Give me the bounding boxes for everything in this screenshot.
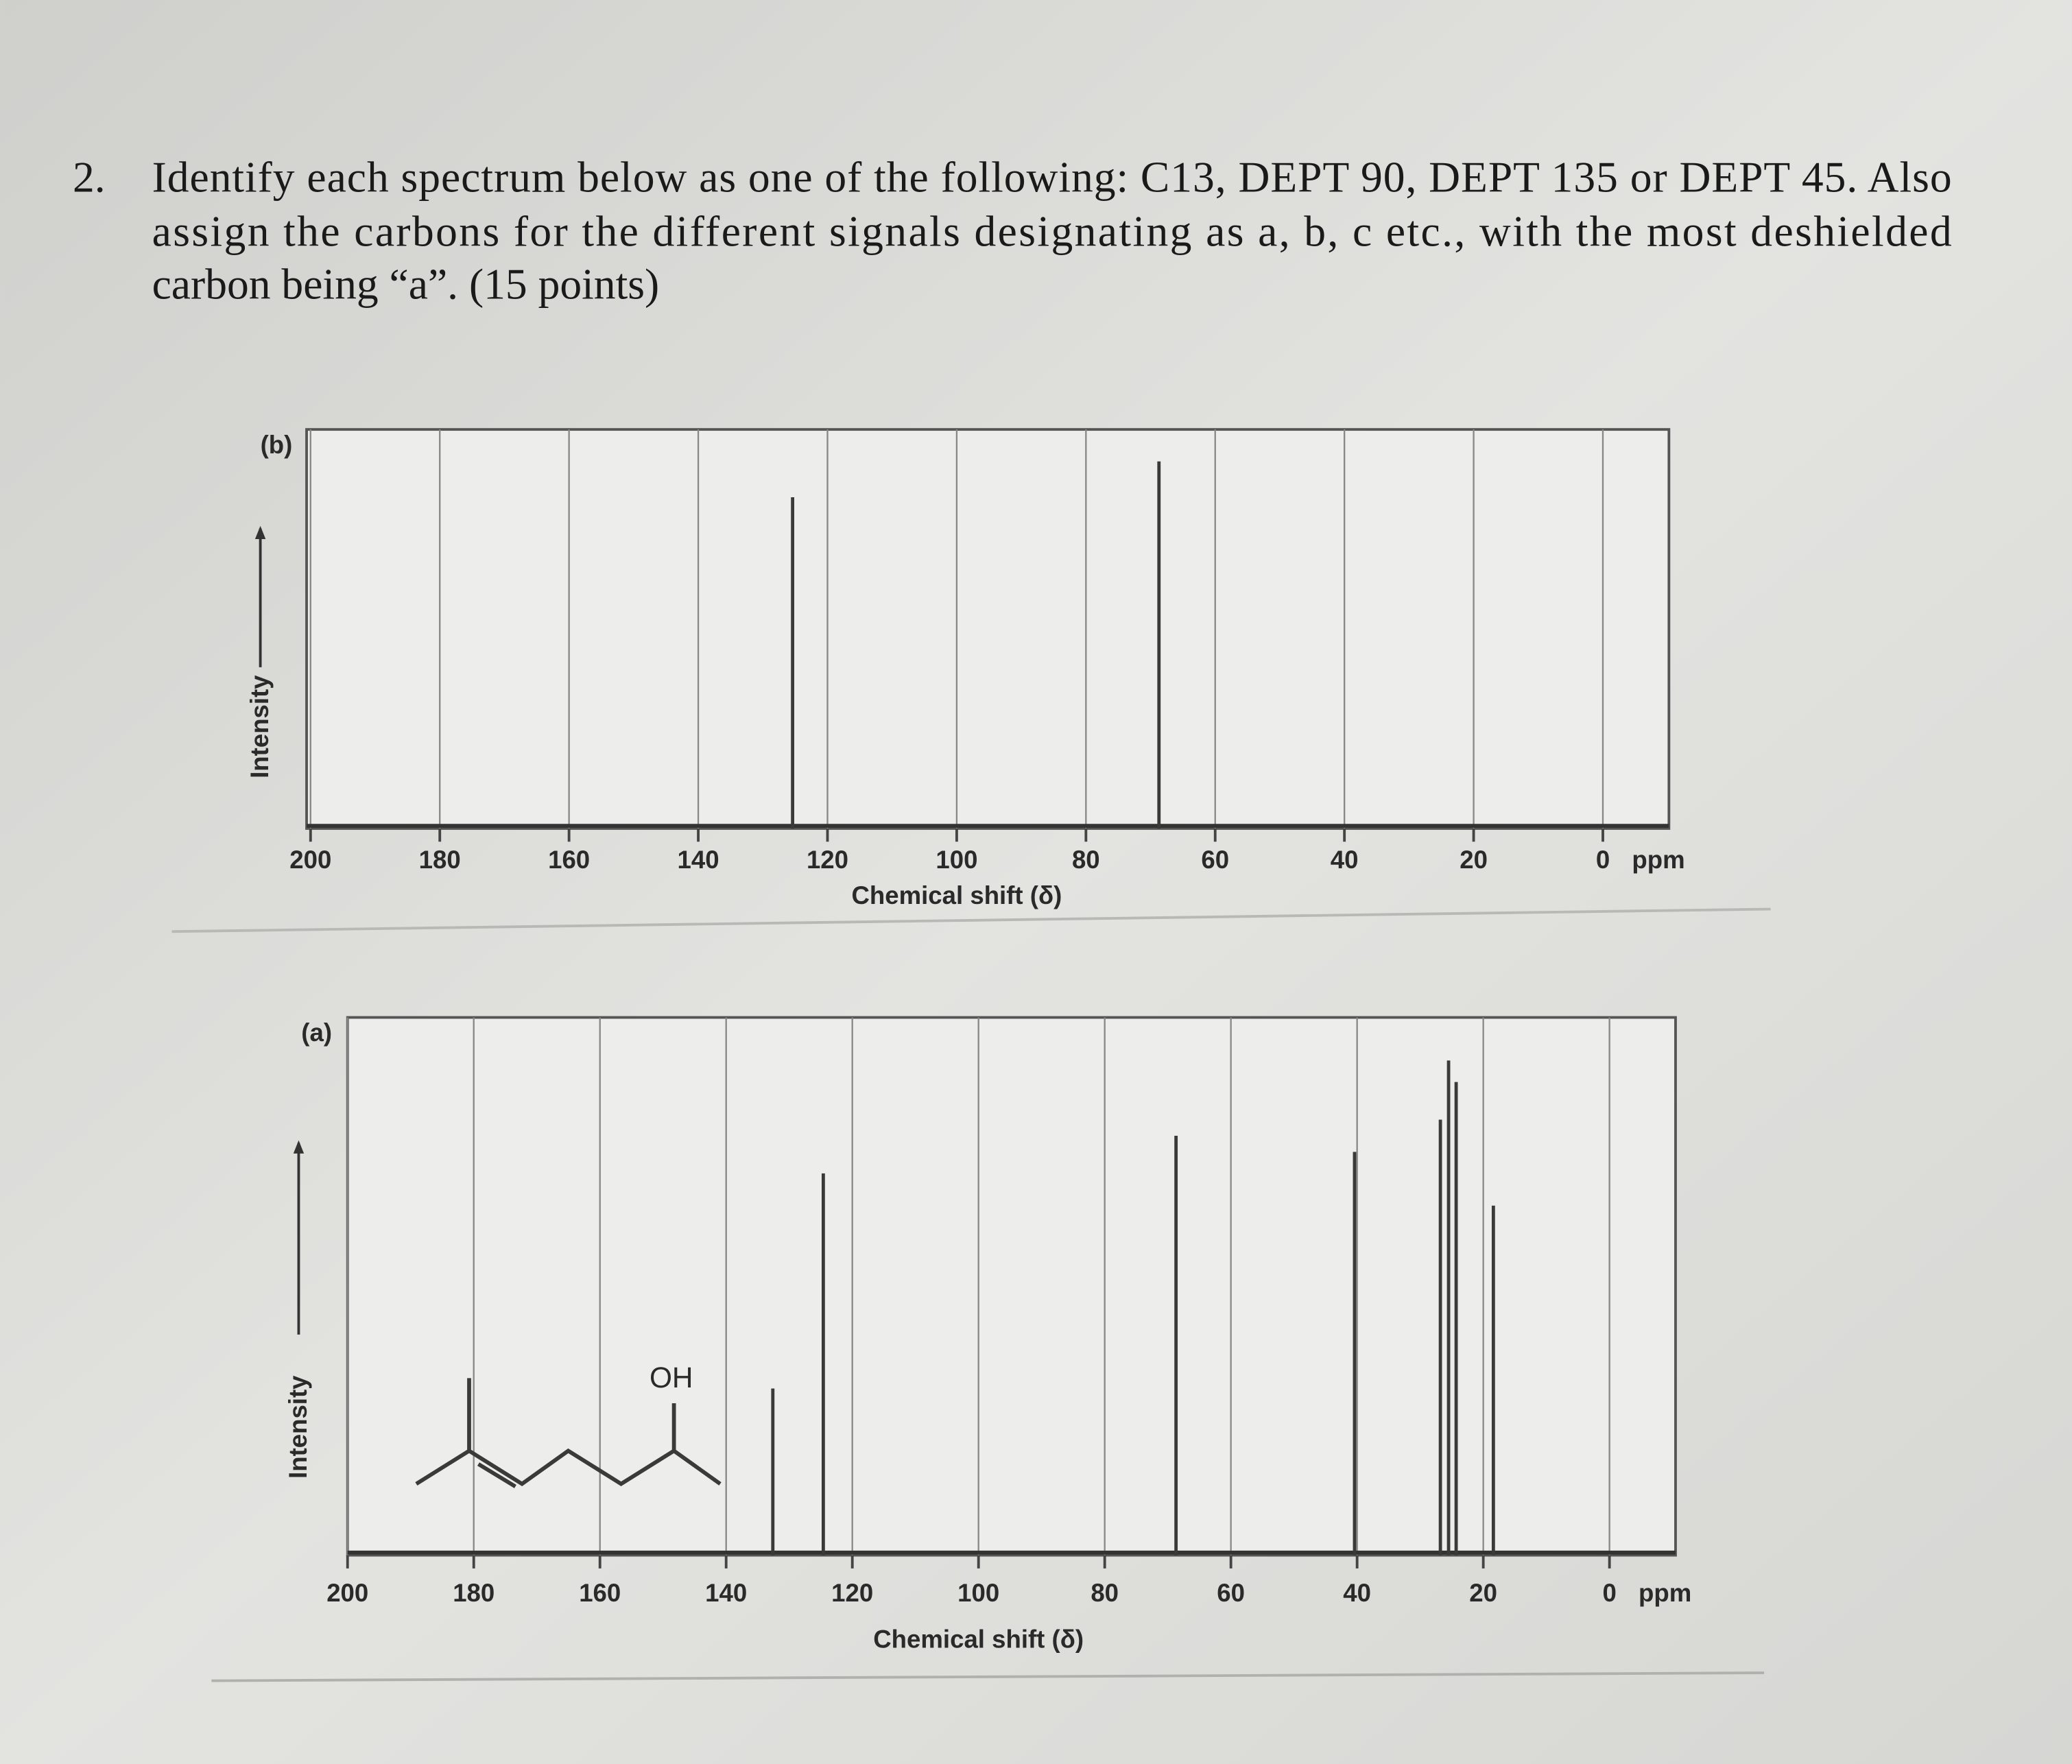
x-axis-label: Chemical shift (δ)	[851, 881, 1062, 909]
x-axis-label: Chemical shift (δ)	[873, 1625, 1084, 1653]
question-line: Identify each spectrum below as one of t…	[152, 152, 1952, 201]
separator	[171, 907, 1771, 933]
x-tick-label: 40	[1331, 846, 1359, 874]
x-tick-label: 20	[1460, 846, 1488, 874]
x-tick-label: 200	[326, 1579, 368, 1607]
separator	[211, 1671, 1765, 1682]
x-tick-label: 60	[1217, 1579, 1245, 1607]
x-tick-label: 180	[453, 1579, 495, 1607]
x-tick-label: 40	[1343, 1579, 1371, 1607]
x-tick-label: 200	[289, 846, 331, 874]
x-tick-label: 0	[1596, 846, 1610, 874]
x-tick-label: 180	[419, 846, 461, 874]
arrow-head	[293, 1140, 305, 1154]
x-tick-label: 140	[678, 846, 719, 874]
x-tick-label: 160	[579, 1579, 621, 1607]
plot-frame	[305, 428, 1671, 830]
x-tick-label: 20	[1469, 1579, 1497, 1607]
double-bond	[477, 1462, 516, 1488]
panel-label: (b)	[261, 431, 293, 459]
molecule-structure	[415, 1378, 722, 1488]
x-tick-label: 60	[1201, 846, 1229, 874]
x-tick-label: 160	[548, 846, 590, 874]
question-line: carbon being “a”. (15 points)	[152, 259, 660, 308]
question-number: 2.	[73, 152, 106, 201]
oh-label: OH	[650, 1361, 693, 1394]
x-tick-label: 120	[831, 1579, 873, 1607]
x-tick-label: 80	[1091, 1579, 1119, 1607]
question-line: assign the carbons for the different sig…	[152, 206, 1952, 255]
plot-frame	[346, 1016, 1677, 1557]
x-tick-label: 80	[1072, 846, 1100, 874]
x-unit: ppm	[1632, 846, 1684, 874]
x-tick-label: 100	[936, 846, 977, 874]
arrow-head	[254, 525, 266, 540]
x-tick-label: 120	[807, 846, 848, 874]
x-tick-label: 0	[1602, 1579, 1616, 1607]
x-tick-label: 140	[705, 1579, 747, 1607]
x-unit: ppm	[1639, 1579, 1691, 1607]
y-axis-label: Intensity	[284, 1375, 312, 1479]
y-axis-label: Intensity	[246, 675, 274, 778]
panel-label: (a)	[301, 1018, 332, 1047]
x-tick-label: 100	[957, 1579, 999, 1607]
